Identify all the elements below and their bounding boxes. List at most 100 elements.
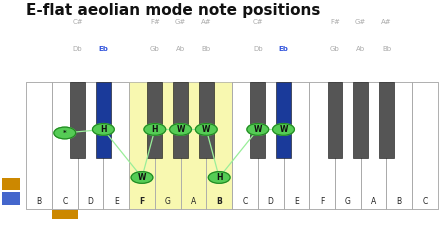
Bar xyxy=(276,82,291,158)
Text: Db: Db xyxy=(253,46,263,52)
Bar xyxy=(206,82,232,209)
Text: G#: G# xyxy=(355,19,367,25)
Bar xyxy=(52,82,77,209)
Bar xyxy=(52,210,77,219)
Text: F#: F# xyxy=(150,19,160,25)
Bar xyxy=(353,82,368,158)
Bar xyxy=(232,82,258,209)
Text: Ab: Ab xyxy=(356,46,365,52)
Bar xyxy=(199,82,214,158)
Text: A#: A# xyxy=(201,19,212,25)
Bar xyxy=(412,82,438,209)
Text: H: H xyxy=(216,173,223,182)
Text: W: W xyxy=(138,173,146,182)
Text: Ab: Ab xyxy=(176,46,185,52)
Text: W: W xyxy=(253,125,262,134)
Bar xyxy=(155,82,180,209)
Bar xyxy=(70,82,85,158)
Text: A#: A# xyxy=(381,19,392,25)
Bar xyxy=(258,82,283,209)
Text: H: H xyxy=(152,125,158,134)
Text: E: E xyxy=(114,197,119,206)
Circle shape xyxy=(273,124,294,135)
Text: G: G xyxy=(165,197,171,206)
Text: C#: C# xyxy=(72,19,83,25)
Bar xyxy=(103,82,129,209)
Circle shape xyxy=(144,124,166,135)
Text: E: E xyxy=(294,197,299,206)
Bar xyxy=(250,82,265,158)
Bar xyxy=(26,82,52,209)
Text: W: W xyxy=(202,125,210,134)
Text: A: A xyxy=(191,197,196,206)
Bar xyxy=(309,82,335,209)
Text: D: D xyxy=(88,197,93,206)
Bar xyxy=(77,82,103,209)
Bar xyxy=(129,82,155,209)
Bar xyxy=(96,82,111,158)
Bar xyxy=(309,82,335,209)
Bar xyxy=(258,82,283,209)
Bar xyxy=(2,178,20,190)
Bar xyxy=(129,82,232,209)
Circle shape xyxy=(170,124,191,135)
Text: D: D xyxy=(268,197,274,206)
Text: E-flat aeolian mode note positions: E-flat aeolian mode note positions xyxy=(26,3,321,18)
Bar xyxy=(335,82,361,209)
Text: C: C xyxy=(62,197,67,206)
Text: *: * xyxy=(63,130,66,136)
Text: C: C xyxy=(242,197,248,206)
Bar xyxy=(155,82,180,209)
Text: W: W xyxy=(279,125,288,134)
Text: Eb: Eb xyxy=(99,46,108,52)
Bar xyxy=(173,82,188,158)
Bar xyxy=(361,82,386,209)
Text: Bb: Bb xyxy=(202,46,211,52)
Circle shape xyxy=(131,172,153,183)
Bar xyxy=(335,82,361,209)
Bar xyxy=(129,82,232,209)
Circle shape xyxy=(247,124,269,135)
Circle shape xyxy=(54,127,76,139)
Bar xyxy=(361,82,386,209)
Text: Bb: Bb xyxy=(382,46,391,52)
Text: Gb: Gb xyxy=(150,46,160,52)
Text: Eb: Eb xyxy=(279,46,289,52)
Bar xyxy=(386,82,412,209)
Bar xyxy=(26,82,52,209)
Circle shape xyxy=(208,172,230,183)
Text: B: B xyxy=(216,197,222,206)
Text: B: B xyxy=(397,197,402,206)
Bar xyxy=(386,82,412,209)
Text: C#: C# xyxy=(253,19,263,25)
Circle shape xyxy=(92,124,114,135)
Text: C: C xyxy=(422,197,428,206)
Text: G: G xyxy=(345,197,351,206)
Bar xyxy=(379,82,394,158)
Circle shape xyxy=(195,124,217,135)
Bar xyxy=(232,82,258,209)
Text: G#: G# xyxy=(175,19,186,25)
Text: H: H xyxy=(100,125,106,134)
Bar xyxy=(77,82,103,209)
Bar xyxy=(180,82,206,209)
Bar xyxy=(412,82,438,209)
Bar xyxy=(283,82,309,209)
Bar xyxy=(180,82,206,209)
Text: Gb: Gb xyxy=(330,46,340,52)
Bar xyxy=(129,82,155,209)
Bar xyxy=(2,192,20,205)
Text: F: F xyxy=(320,197,324,206)
Bar xyxy=(327,82,342,158)
Bar xyxy=(206,82,232,209)
Text: basicmusictheory.com: basicmusictheory.com xyxy=(9,84,13,132)
Text: Db: Db xyxy=(73,46,82,52)
Text: B: B xyxy=(37,197,42,206)
Text: W: W xyxy=(176,125,185,134)
Bar xyxy=(147,82,162,158)
Text: F: F xyxy=(139,197,145,206)
Bar xyxy=(103,82,129,209)
Bar xyxy=(283,82,309,209)
Text: F#: F# xyxy=(330,19,340,25)
Bar xyxy=(52,82,77,209)
